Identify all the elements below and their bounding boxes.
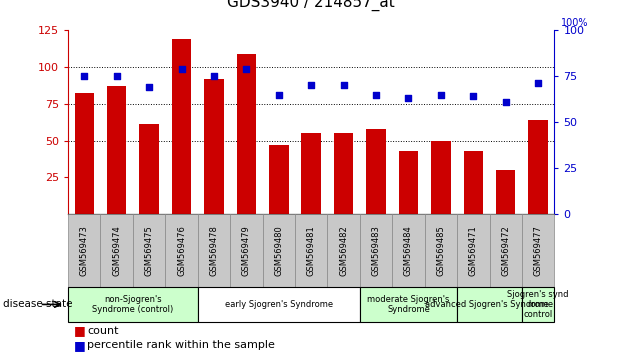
Bar: [165, 214, 198, 287]
Point: [371, 92, 381, 97]
Text: GSM569472: GSM569472: [501, 225, 510, 276]
Point: [436, 92, 446, 97]
Bar: [172, 39, 192, 214]
Text: disease state: disease state: [3, 299, 72, 309]
Bar: [334, 133, 353, 214]
Point: [533, 81, 543, 86]
Bar: [328, 214, 360, 287]
Text: count: count: [87, 326, 118, 336]
Bar: [133, 214, 165, 287]
Bar: [392, 214, 425, 287]
Bar: [529, 120, 548, 214]
Text: GDS3940 / 214857_at: GDS3940 / 214857_at: [227, 0, 395, 11]
Bar: [295, 214, 328, 287]
Text: GSM569476: GSM569476: [177, 225, 186, 276]
Text: GSM569480: GSM569480: [274, 225, 284, 276]
Point: [112, 73, 122, 79]
Bar: [360, 214, 392, 287]
Bar: [496, 170, 515, 214]
Text: moderate Sjogren's
Syndrome: moderate Sjogren's Syndrome: [367, 295, 450, 314]
Text: GSM569473: GSM569473: [80, 225, 89, 276]
Bar: [431, 141, 450, 214]
Bar: [139, 124, 159, 214]
Bar: [237, 54, 256, 214]
Text: GSM569484: GSM569484: [404, 225, 413, 276]
Bar: [198, 287, 360, 322]
Text: percentile rank within the sample: percentile rank within the sample: [87, 340, 275, 350]
Bar: [68, 287, 198, 322]
Text: GSM569483: GSM569483: [372, 225, 381, 276]
Bar: [204, 79, 224, 214]
Bar: [464, 151, 483, 214]
Bar: [107, 86, 127, 214]
Text: GSM569471: GSM569471: [469, 225, 478, 276]
Text: GSM569474: GSM569474: [112, 225, 121, 276]
Point: [241, 66, 251, 72]
Text: ■: ■: [74, 325, 86, 337]
Text: GSM569478: GSM569478: [209, 225, 219, 276]
Bar: [522, 214, 554, 287]
Bar: [360, 287, 457, 322]
Bar: [263, 214, 295, 287]
Text: GSM569485: GSM569485: [437, 225, 445, 276]
Text: GSM569475: GSM569475: [145, 225, 154, 276]
Text: GSM569482: GSM569482: [339, 225, 348, 276]
Point: [209, 73, 219, 79]
Text: Sjogren's synd
rome
control: Sjogren's synd rome control: [507, 290, 569, 319]
Bar: [522, 287, 554, 322]
Point: [468, 93, 478, 99]
Text: non-Sjogren's
Syndrome (control): non-Sjogren's Syndrome (control): [92, 295, 173, 314]
Bar: [74, 93, 94, 214]
Point: [501, 99, 511, 105]
Bar: [302, 133, 321, 214]
Point: [144, 84, 154, 90]
Point: [79, 73, 89, 79]
Text: GSM569479: GSM569479: [242, 225, 251, 276]
Bar: [425, 214, 457, 287]
Bar: [198, 214, 230, 287]
Point: [274, 92, 284, 97]
Bar: [230, 214, 263, 287]
Text: GSM569477: GSM569477: [534, 225, 542, 276]
Bar: [68, 214, 100, 287]
Bar: [457, 287, 522, 322]
Point: [176, 66, 186, 72]
Bar: [269, 145, 289, 214]
Text: GSM569481: GSM569481: [307, 225, 316, 276]
Text: advanced Sjogren's Syndrome: advanced Sjogren's Syndrome: [425, 300, 554, 309]
Point: [338, 82, 348, 88]
Text: 100%: 100%: [561, 18, 588, 28]
Bar: [399, 151, 418, 214]
Point: [306, 82, 316, 88]
Bar: [100, 214, 133, 287]
Point: [403, 95, 413, 101]
Text: early Sjogren's Syndrome: early Sjogren's Syndrome: [225, 300, 333, 309]
Text: ■: ■: [74, 339, 86, 352]
Bar: [366, 129, 386, 214]
Bar: [490, 214, 522, 287]
Bar: [457, 214, 490, 287]
